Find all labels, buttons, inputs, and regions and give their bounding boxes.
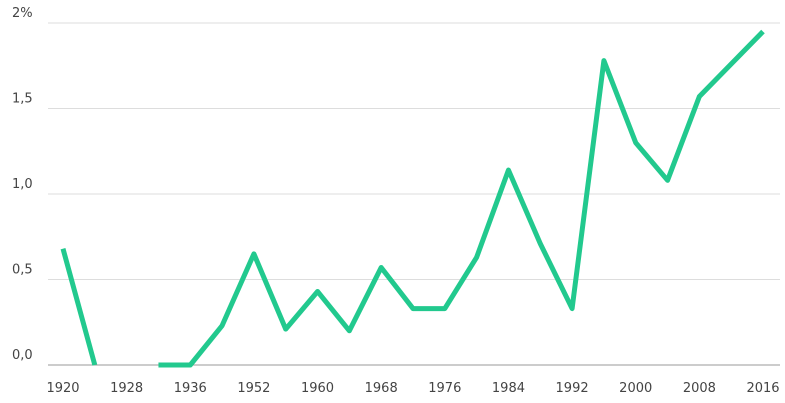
- x-tick-label: 1968: [365, 381, 398, 396]
- x-tick-label: 2000: [619, 381, 652, 396]
- x-tick-label: 1992: [556, 381, 589, 396]
- y-tick-label: 0,5: [12, 263, 33, 278]
- y-tick-label: 1,5: [12, 92, 33, 107]
- x-tick-label: 1928: [110, 381, 143, 396]
- y-tick-label: 1,0: [12, 177, 33, 192]
- x-tick-label: 1984: [492, 381, 525, 396]
- x-tick-label: 2008: [683, 381, 716, 396]
- x-tick-label: 1920: [46, 381, 79, 396]
- x-tick-label: 1952: [237, 381, 270, 396]
- x-tick-label: 2016: [746, 381, 779, 396]
- data-line: [60, 29, 765, 368]
- y-tick-label: 0,0: [12, 348, 33, 363]
- y-tick-label: 2%: [12, 6, 33, 21]
- x-tick-label: 1936: [174, 381, 207, 396]
- x-tick-label: 1960: [301, 381, 334, 396]
- x-tick-label: 1976: [428, 381, 461, 396]
